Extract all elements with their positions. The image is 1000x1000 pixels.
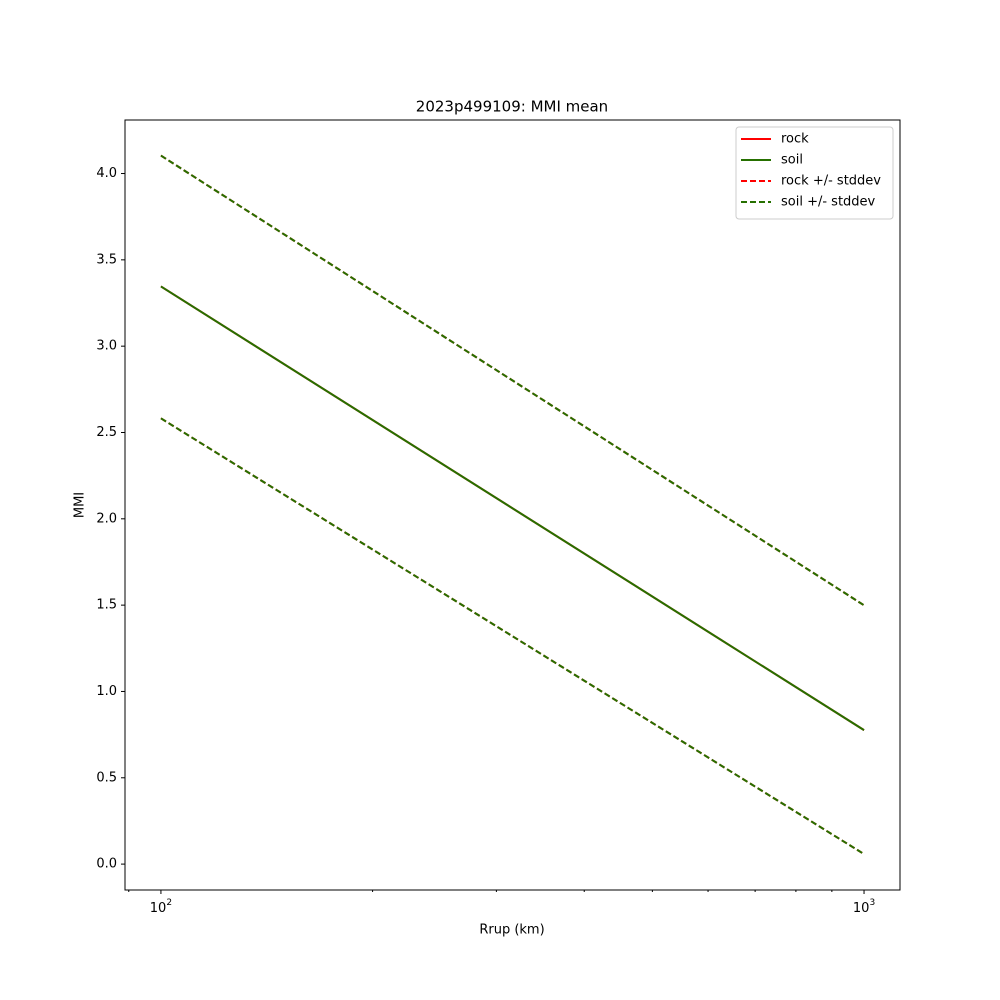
legend-label: soil <box>781 153 803 168</box>
plot-frame <box>124 119 901 891</box>
series-line <box>160 154 865 607</box>
x-tick-base: 10 <box>853 901 870 916</box>
legend-label: rock <box>781 132 809 147</box>
y-tick-label: 2.5 <box>96 425 117 440</box>
y-tick-label: 3.5 <box>96 252 117 267</box>
x-tick-label: 103 <box>853 898 875 916</box>
y-axis-label: MMI <box>73 492 88 518</box>
y-tick-label: 0.0 <box>96 857 117 872</box>
y-tick-label: 1.0 <box>96 684 117 699</box>
x-tick-label: 102 <box>150 898 172 916</box>
series-line <box>160 285 865 731</box>
series-line <box>160 417 865 855</box>
y-tick-label: 3.0 <box>96 339 117 354</box>
legend-box <box>735 126 894 220</box>
x-tick-exponent: 2 <box>166 898 172 908</box>
x-tick-base: 10 <box>150 901 167 916</box>
legend-label: rock +/- stddev <box>781 174 881 189</box>
chart-title: 2023p499109: MMI mean <box>416 98 608 116</box>
y-tick-label: 2.0 <box>96 511 117 526</box>
legend-label: soil +/- stddev <box>781 195 876 210</box>
x-axis-label: Rrup (km) <box>479 923 544 938</box>
y-tick-label: 0.5 <box>96 770 117 785</box>
y-tick-label: 1.5 <box>96 598 117 613</box>
x-tick-exponent: 3 <box>869 898 875 908</box>
y-tick-label: 4.0 <box>96 166 117 181</box>
